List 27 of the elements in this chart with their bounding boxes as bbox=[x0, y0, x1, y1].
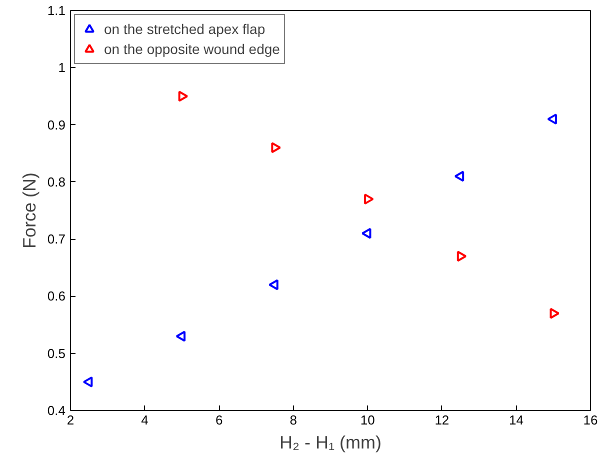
y-tick-label: 0.5 bbox=[47, 346, 66, 361]
y-tick-label: 0.4 bbox=[47, 403, 66, 418]
x-tick-label: 2 bbox=[66, 412, 74, 428]
point bbox=[176, 330, 186, 342]
y-tick-label: 0.7 bbox=[47, 232, 66, 247]
point bbox=[82, 376, 93, 388]
x-tick-label: 10 bbox=[360, 412, 375, 428]
x-tick-label: 16 bbox=[583, 412, 598, 428]
point bbox=[361, 228, 372, 239]
x-tick-label: 4 bbox=[141, 412, 148, 428]
x-tick-label: 8 bbox=[290, 412, 297, 428]
y-tick-label: 0.6 bbox=[47, 288, 66, 304]
x-tick-label: 6 bbox=[215, 412, 223, 428]
x-axis-title: H₂ - H₁ (mm) bbox=[279, 432, 382, 452]
y-tick-label: 0.8 bbox=[47, 174, 66, 190]
point bbox=[550, 308, 560, 319]
y-tick-label: 0.9 bbox=[47, 117, 66, 132]
point bbox=[268, 279, 278, 290]
point bbox=[454, 170, 464, 182]
y-tick-label: 1.1 bbox=[47, 3, 66, 18]
legend-label: on the opposite wound edge bbox=[104, 41, 280, 57]
y-axis-title: Force (N) bbox=[19, 172, 40, 248]
y-tick-label: 1 bbox=[58, 60, 66, 76]
x-tick-label: 14 bbox=[508, 412, 524, 428]
legend-label: on the stretched apex flap bbox=[104, 21, 266, 37]
point bbox=[456, 250, 467, 262]
x-tick-label: 12 bbox=[434, 412, 450, 428]
